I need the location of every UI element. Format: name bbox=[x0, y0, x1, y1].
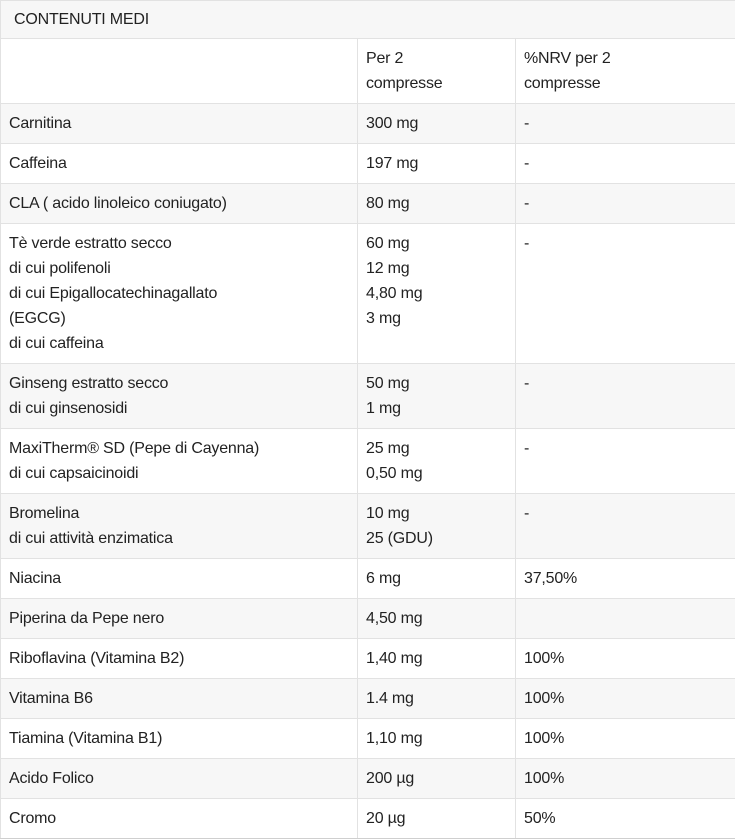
ingredient-name-cell: Piperina da Pepe nero bbox=[1, 599, 358, 639]
amount-cell: 6 mg bbox=[358, 559, 516, 599]
nrv-cell: - bbox=[516, 184, 735, 224]
ingredient-name-cell: Niacina bbox=[1, 559, 358, 599]
amount-cell: 4,50 mg bbox=[358, 599, 516, 639]
table-row: Tiamina (Vitamina B1) 1,10 mg 100% bbox=[1, 719, 735, 759]
amount-cell: 1.4 mg bbox=[358, 679, 516, 719]
table-row: CLA ( acido linoleico coniugato) 80 mg - bbox=[1, 184, 735, 224]
nrv-cell: - bbox=[516, 144, 735, 184]
nrv-cell: 100% bbox=[516, 759, 735, 799]
amount-cell: 20 µg bbox=[358, 799, 516, 839]
nrv-cell: 50% bbox=[516, 799, 735, 839]
amount-cell: 25 mg 0,50 mg bbox=[358, 429, 516, 494]
amount-cell: 10 mg 25 (GDU) bbox=[358, 494, 516, 559]
table-row: Bromelina di cui attività enzimatica 10 … bbox=[1, 494, 735, 559]
amount-cell: 80 mg bbox=[358, 184, 516, 224]
ingredient-name-cell: Cromo bbox=[1, 799, 358, 839]
table-title-row: CONTENUTI MEDI bbox=[1, 1, 735, 39]
ingredient-name-cell: Acido Folico bbox=[1, 759, 358, 799]
ingredient-name-cell: CLA ( acido linoleico coniugato) bbox=[1, 184, 358, 224]
amount-cell: 197 mg bbox=[358, 144, 516, 184]
table-row: Tè verde estratto secco di cui polifenol… bbox=[1, 224, 735, 364]
nrv-cell: - bbox=[516, 104, 735, 144]
ingredient-name-cell: Caffeina bbox=[1, 144, 358, 184]
ingredient-name-cell: Vitamina B6 bbox=[1, 679, 358, 719]
table-row: Piperina da Pepe nero 4,50 mg bbox=[1, 599, 735, 639]
nrv-cell: 100% bbox=[516, 679, 735, 719]
ingredient-name-cell: Riboflavina (Vitamina B2) bbox=[1, 639, 358, 679]
table-head: CONTENUTI MEDI Per 2 compresse %NRV per … bbox=[1, 1, 735, 104]
col-header-amount: Per 2 compresse bbox=[358, 39, 516, 104]
table-row: Caffeina 197 mg - bbox=[1, 144, 735, 184]
table-row: Carnitina 300 mg - bbox=[1, 104, 735, 144]
table-row: Ginseng estratto secco di cui ginsenosid… bbox=[1, 364, 735, 429]
amount-cell: 60 mg 12 mg 4,80 mg 3 mg bbox=[358, 224, 516, 364]
table-row: Cromo 20 µg 50% bbox=[1, 799, 735, 839]
ingredient-name-cell: Bromelina di cui attività enzimatica bbox=[1, 494, 358, 559]
col-header-ingredient bbox=[1, 39, 358, 104]
nrv-cell: - bbox=[516, 429, 735, 494]
amount-cell: 200 µg bbox=[358, 759, 516, 799]
ingredient-name-cell: MaxiTherm® SD (Pepe di Cayenna) di cui c… bbox=[1, 429, 358, 494]
amount-cell: 50 mg 1 mg bbox=[358, 364, 516, 429]
amount-cell: 300 mg bbox=[358, 104, 516, 144]
col-header-nrv: %NRV per 2 compresse bbox=[516, 39, 735, 104]
nrv-cell: - bbox=[516, 224, 735, 364]
nrv-cell bbox=[516, 599, 735, 639]
amount-cell: 1,40 mg bbox=[358, 639, 516, 679]
table-row: Niacina 6 mg 37,50% bbox=[1, 559, 735, 599]
nrv-cell: 100% bbox=[516, 719, 735, 759]
table-body: Carnitina 300 mg - Caffeina 197 mg - CLA… bbox=[1, 104, 735, 839]
amount-cell: 1,10 mg bbox=[358, 719, 516, 759]
table-row: Riboflavina (Vitamina B2) 1,40 mg 100% bbox=[1, 639, 735, 679]
table-row: Acido Folico 200 µg 100% bbox=[1, 759, 735, 799]
table-row: Vitamina B6 1.4 mg 100% bbox=[1, 679, 735, 719]
nrv-cell: - bbox=[516, 364, 735, 429]
table-row: MaxiTherm® SD (Pepe di Cayenna) di cui c… bbox=[1, 429, 735, 494]
nrv-cell: - bbox=[516, 494, 735, 559]
column-header-row: Per 2 compresse %NRV per 2 compresse bbox=[1, 39, 735, 104]
ingredient-name-cell: Tè verde estratto secco di cui polifenol… bbox=[1, 224, 358, 364]
nrv-cell: 100% bbox=[516, 639, 735, 679]
table-title: CONTENUTI MEDI bbox=[1, 1, 735, 39]
ingredient-name-cell: Carnitina bbox=[1, 104, 358, 144]
ingredient-name-cell: Ginseng estratto secco di cui ginsenosid… bbox=[1, 364, 358, 429]
ingredient-name-cell: Tiamina (Vitamina B1) bbox=[1, 719, 358, 759]
nrv-cell: 37,50% bbox=[516, 559, 735, 599]
